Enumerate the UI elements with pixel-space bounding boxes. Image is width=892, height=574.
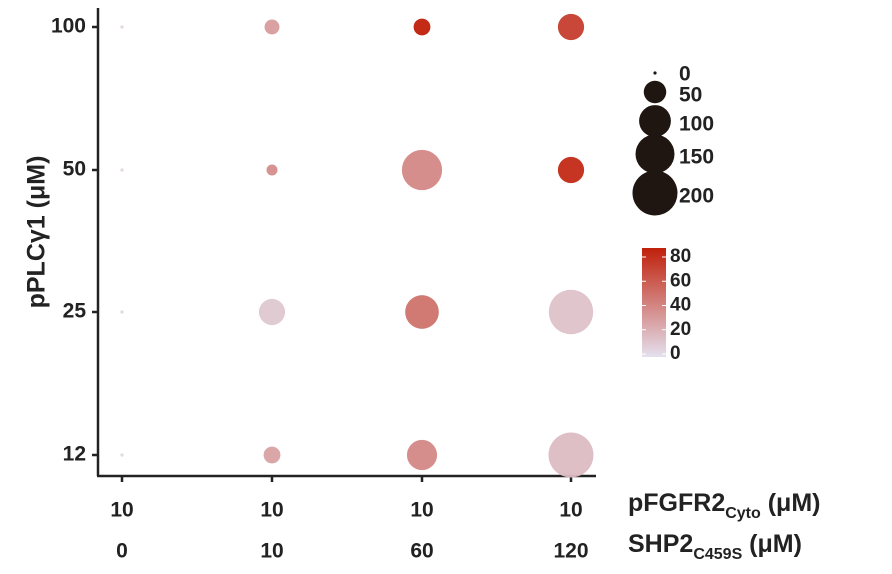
size-legend-label: 0 [679, 63, 691, 86]
x-tick-label: 60 [410, 540, 433, 563]
size-legend-label: 100 [679, 113, 714, 136]
data-point [405, 295, 439, 329]
size-legend-dot [639, 105, 671, 137]
x-tick-label: 10 [559, 499, 582, 522]
data-point [401, 149, 443, 191]
data-point [548, 432, 594, 478]
data-point [264, 19, 280, 35]
data-point [263, 446, 281, 464]
size-legend: 050 100 150 200 [632, 63, 714, 216]
data-point [557, 156, 585, 184]
x-tick-label: 0 [116, 540, 128, 563]
data-point [413, 18, 431, 36]
x-tick-label: 10 [260, 499, 283, 522]
color-bar-label: 0 [670, 343, 681, 364]
x-tick-label: 10 [410, 499, 433, 522]
size-legend-dot [635, 134, 675, 174]
x-tick-label: 120 [553, 540, 588, 563]
y-tick-label: 25 [63, 300, 87, 323]
size-legend-dot [653, 71, 657, 75]
size-legend-label: 150 [679, 146, 714, 169]
data-point [266, 164, 278, 176]
data-point [557, 13, 585, 41]
color-bar-label: 40 [670, 295, 691, 316]
data-point [120, 453, 124, 457]
color-bar [642, 248, 666, 357]
size-legend-label: 200 [679, 185, 714, 208]
y-tick-label: 100 [51, 15, 86, 38]
x-axis-title-pfgfr2: pFGFR2Cyto (μM) [628, 489, 821, 522]
y-tick-label: 50 [63, 158, 86, 181]
size-legend-label: 50 [679, 84, 702, 107]
x-tick-label: 10 [110, 499, 133, 522]
data-point [548, 289, 594, 335]
color-bar-label: 80 [670, 246, 691, 267]
data-point [258, 298, 286, 326]
x-tick-label: 10 [260, 540, 283, 563]
x-axis-title-shp2: SHP2C459S (μM) [628, 530, 802, 563]
color-bar-label: 60 [670, 270, 691, 291]
data-point [120, 25, 124, 29]
color-bar-label: 20 [670, 319, 691, 340]
data-point [406, 439, 438, 471]
y-tick-label: 12 [63, 443, 86, 466]
data-point [120, 168, 124, 172]
data-point [120, 310, 124, 314]
y-axis-title: pPLCγ1 (μM) [23, 156, 51, 309]
size-legend-dot [643, 80, 667, 104]
color-legend: 80 60 40 20 0 [642, 246, 691, 364]
size-legend-dot [632, 170, 678, 216]
